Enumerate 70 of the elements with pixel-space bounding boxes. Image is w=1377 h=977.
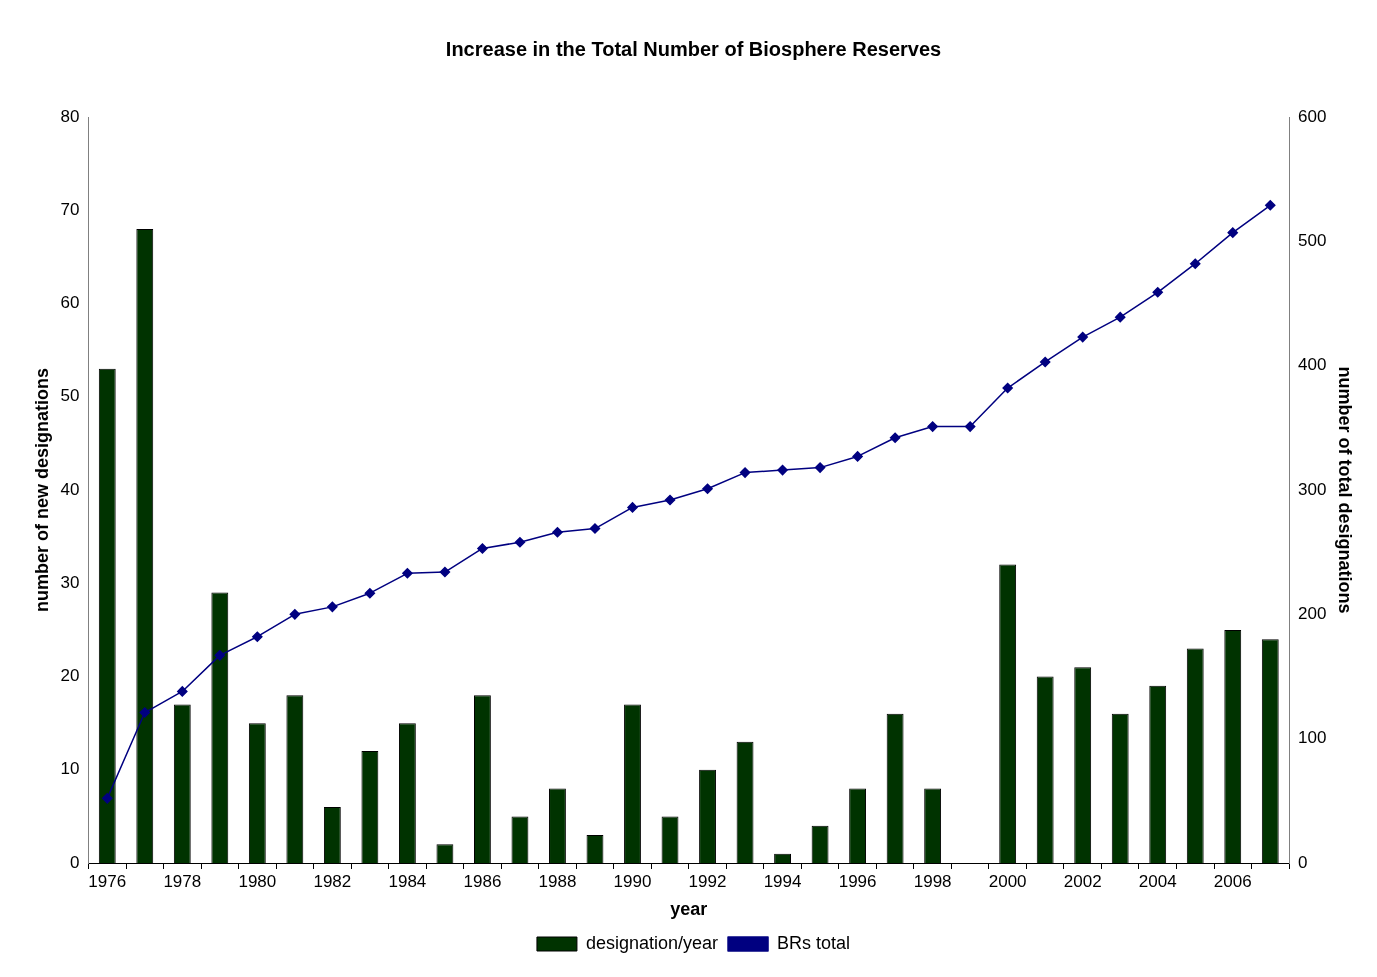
- point: [402, 568, 413, 579]
- y-axis-title: number of new designations: [31, 367, 52, 613]
- point: [1039, 356, 1051, 368]
- y2-tick-label: 200: [1298, 604, 1327, 624]
- point: [1265, 200, 1276, 211]
- point: [1152, 287, 1163, 298]
- point: [477, 543, 488, 554]
- x-tick-label: 1978: [163, 871, 202, 891]
- point: [214, 650, 226, 661]
- point: [439, 566, 451, 578]
- y-tick-label: 60: [60, 293, 80, 313]
- y2-tick-label: 300: [1298, 479, 1327, 499]
- point: [964, 421, 976, 432]
- x-tick-label: 1992: [688, 871, 727, 891]
- y2-tick-label: 600: [1298, 106, 1327, 126]
- point: [552, 527, 563, 538]
- x-tick-label: 1988: [538, 871, 577, 891]
- x-tick-label: 1976: [88, 871, 127, 891]
- x-axis-title: year: [670, 899, 708, 920]
- point: [364, 587, 376, 599]
- legend-label: designation/year: [585, 932, 719, 953]
- point: [777, 464, 788, 476]
- point: [1077, 331, 1088, 343]
- x-tick-label: 1996: [838, 871, 877, 891]
- point: [252, 631, 263, 642]
- x-tick-label: 1998: [913, 871, 952, 891]
- point: [1002, 382, 1013, 394]
- x-tick-label: 1990: [613, 871, 652, 891]
- point: [852, 451, 863, 462]
- point: [814, 462, 826, 473]
- x-tick-label: 1984: [388, 871, 427, 891]
- point: [889, 432, 901, 444]
- point: [514, 536, 526, 548]
- x-tick-label: 2004: [1138, 871, 1177, 891]
- point: [1189, 258, 1201, 269]
- y2-tick-label: 100: [1298, 728, 1327, 748]
- point: [102, 793, 113, 804]
- y-tick-label: 40: [60, 479, 80, 499]
- y-tick-label: 10: [60, 759, 80, 779]
- point: [1227, 227, 1239, 238]
- point: [702, 483, 713, 495]
- x-tick-label: 2002: [1063, 871, 1102, 891]
- x-tick-label: 1982: [313, 871, 352, 891]
- y-tick-label: 70: [60, 199, 80, 219]
- point: [739, 467, 751, 478]
- y2-tick-label: 400: [1298, 355, 1327, 375]
- y2-axis-title: number of total designations: [1335, 366, 1356, 614]
- y-tick-label: 80: [60, 106, 80, 126]
- point: [589, 523, 601, 534]
- point: [1114, 311, 1126, 323]
- point: [664, 494, 676, 506]
- x-tick-label: 1980: [238, 871, 277, 891]
- y-tick-label: 30: [60, 572, 80, 592]
- point: [627, 502, 638, 513]
- legend-label: BRs total: [777, 932, 851, 953]
- y-tick-label: 0: [70, 852, 80, 872]
- chart-title: Increase in the Total Number of Biosphere Reserves: [445, 37, 942, 60]
- x-tick-label: 2006: [1213, 871, 1252, 891]
- point: [927, 421, 938, 432]
- y2-tick-label: 0: [1298, 852, 1308, 872]
- x-tick-label: 2000: [988, 871, 1027, 891]
- point: [177, 686, 188, 697]
- y-tick-label: 20: [60, 666, 80, 686]
- point: [289, 609, 301, 620]
- y2-tick-label: 500: [1298, 231, 1327, 251]
- point: [139, 707, 151, 718]
- point: [327, 601, 338, 613]
- y-tick-label: 50: [60, 386, 80, 406]
- x-tick-label: 1986: [463, 871, 502, 891]
- x-tick-label: 1994: [763, 871, 802, 891]
